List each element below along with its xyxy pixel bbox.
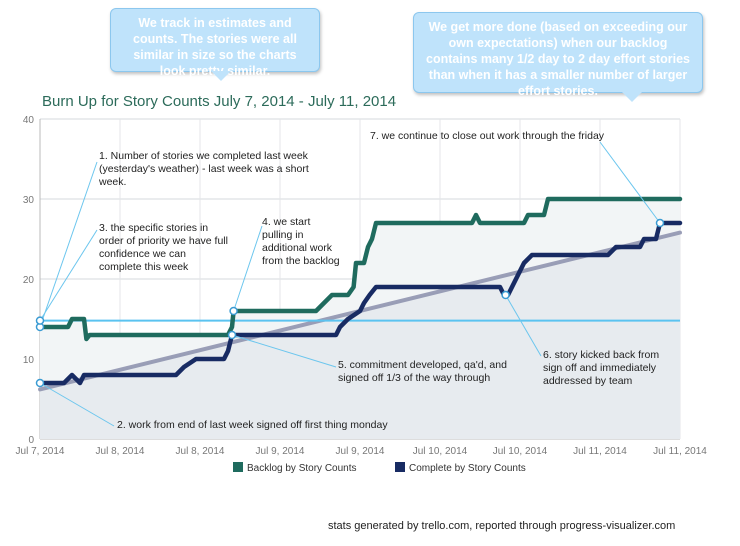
annotation-3: 3. the specific stories in order of prio… [99,222,228,273]
right-callout-tail [622,92,642,102]
trend-area-fill [40,232,680,439]
annotation-5-pointer [231,334,337,368]
left-callout: We track in estimates and counts. The st… [110,8,320,81]
annotation-1-pointer [39,161,98,328]
backlog-series-line [37,196,683,342]
left-callout-tail [211,71,231,81]
annotation-6-marker [501,290,510,300]
annotation-3-pointer [39,229,98,321]
plot-area: 0 10 20 30 40 Jul 7, 2014 Jul 8, 2014 Jul 8, 20… [16,115,708,457]
left-callout-text: We track in estimates and counts. The st… [133,16,297,78]
right-callout: We get more done (based on exceeding our… [413,12,703,102]
complete-series-line [37,220,683,386]
footer-credit: stats generated by trello.com, reported … [328,520,676,532]
x-tick-label: Jul 7, 2014 [16,446,65,457]
annotation-5-marker [227,330,237,340]
y-tick-label: 30 [23,195,35,206]
legend-swatch [395,462,405,472]
annotation-4: 4. we start pulling in additional work f… [262,216,340,267]
y-tick-label: 20 [23,275,35,286]
annotation-2-pointer [39,382,115,427]
legend-swatch [233,462,243,472]
annotation-2: 2. work from end of last week signed off… [117,419,388,431]
x-tick-label: Jul 11, 2014 [653,446,707,457]
annotation-7: 7. we continue to close out work through… [370,130,605,142]
annotation-7-marker [655,218,665,228]
y-tick-label: 40 [23,115,35,126]
x-tick-label: Jul 10, 2014 [413,446,468,457]
annotation-4-marker [229,306,238,316]
annotation-3-marker [35,316,45,325]
annotation-2-marker [35,378,45,388]
annotation-6-pointer [505,294,542,357]
chart-title: Burn Up for Story Counts July 7, 2014 - … [42,93,396,110]
x-tick-label: Jul 8, 2014 [96,446,145,457]
annotation-4-pointer [233,225,263,312]
legend-label: Complete by Story Counts [409,463,526,474]
x-tick-label: Jul 10, 2014 [493,446,548,457]
x-tick-label: Jul 9, 2014 [336,446,385,457]
annotation-6: 6. story kicked back from sign off and i… [543,349,660,387]
legend-label: Backlog by Story Counts [247,463,357,474]
right-callout-text: We get more done (based on exceeding our… [426,20,690,98]
annotation-7-pointer [599,141,661,224]
burn-up-chart: Burn Up for Story Counts July 7, 2014 - … [16,93,708,474]
legend: Backlog by Story Counts Complete by Story… [233,462,526,474]
x-tick-label: Jul 11, 2014 [573,446,627,457]
x-tick-label: Jul 9, 2014 [256,446,305,457]
y-tick-label: 0 [28,435,34,446]
annotation-5: 5. commitment developed, qa'd, and signe… [338,359,507,384]
x-tick-label: Jul 8, 2014 [176,446,225,457]
y-tick-label: 10 [23,355,35,366]
annotation-1: 1. Number of stories we completed last w… [99,150,309,188]
